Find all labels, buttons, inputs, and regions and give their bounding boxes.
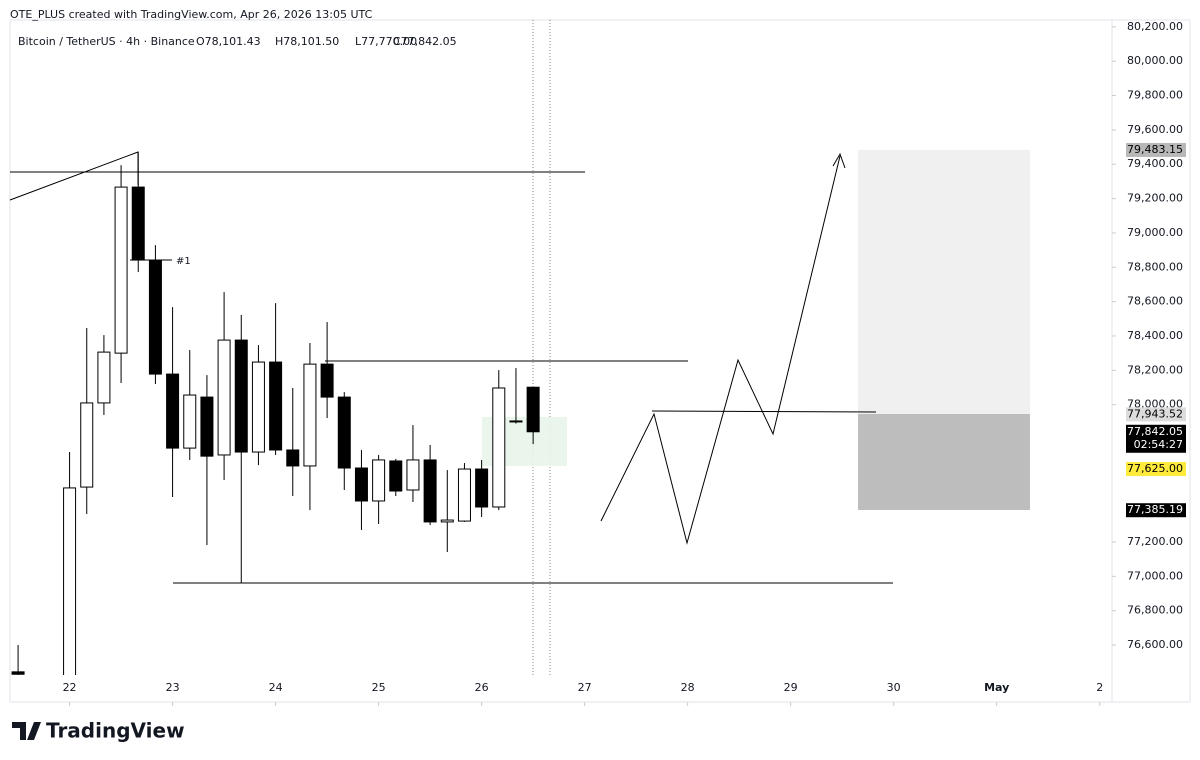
- x-tick-label: 23: [166, 681, 180, 694]
- y-tick-label: 79,000.00: [1127, 226, 1183, 239]
- countdown: 02:54:27: [1134, 438, 1183, 451]
- price-label-bg: [1126, 462, 1186, 477]
- x-tick-label: 30: [887, 681, 901, 694]
- price-label-bg: [1126, 424, 1186, 453]
- y-tick-label: 76,800.00: [1127, 604, 1183, 617]
- price-label: 79,483.15: [1127, 143, 1183, 156]
- ohlc-close: C77,842.05: [393, 35, 457, 48]
- candle-body: [200, 396, 214, 457]
- stop-box: [858, 414, 1030, 510]
- candle-body: [80, 402, 94, 488]
- y-tick-label: 76,600.00: [1127, 638, 1183, 651]
- projection-path: [600, 155, 841, 545]
- candle-body: [11, 671, 25, 675]
- candles: [11, 152, 540, 675]
- candle-body: [406, 459, 420, 491]
- y-tick-label: 78,400.00: [1127, 329, 1183, 342]
- candle-body: [234, 339, 248, 453]
- price-label-bg: [1126, 503, 1186, 518]
- y-tick-label: 79,600.00: [1127, 123, 1183, 136]
- candle-body: [251, 361, 265, 453]
- ohlc-high: H78,101.50: [275, 35, 339, 48]
- logo-text: TradingView: [46, 719, 185, 743]
- x-tick-label: 2: [1096, 681, 1103, 694]
- ohlc-open: O78,101.43: [196, 35, 261, 48]
- candle-body: [354, 467, 368, 502]
- candle-body: [97, 351, 111, 404]
- level-line: [651, 410, 877, 413]
- y-tick-label: 79,800.00: [1127, 89, 1183, 102]
- candle-body: [217, 339, 231, 456]
- candle-body: [423, 459, 437, 523]
- price-label: 77,385.19: [1127, 503, 1183, 516]
- x-tick-label: 22: [63, 681, 77, 694]
- x-tick-label: 25: [372, 681, 386, 694]
- x-tick-label: 26: [475, 681, 489, 694]
- y-tick-label: 79,200.00: [1127, 192, 1183, 205]
- x-tick-label: 28: [681, 681, 695, 694]
- candle-body: [131, 186, 145, 261]
- arrow-head: [832, 152, 846, 169]
- footer-logo: TradingView: [12, 719, 185, 743]
- candle-body: [286, 449, 300, 467]
- price-label: 77,943.52: [1127, 407, 1183, 420]
- candle-body: [372, 459, 386, 502]
- candle-body: [166, 373, 180, 449]
- x-tick-label: May: [984, 681, 1009, 694]
- candle-body: [114, 186, 128, 354]
- ohlc-low: L77,770.00: [355, 35, 417, 48]
- y-tick-label: 80,000.00: [1127, 54, 1183, 67]
- y-tick-label: 79,400.00: [1127, 157, 1183, 170]
- x-tick-label: 24: [269, 681, 283, 694]
- y-tick-label: 80,200.00: [1127, 20, 1183, 33]
- candle-body: [269, 361, 283, 451]
- candle-body: [526, 386, 540, 433]
- candle-body: [63, 487, 77, 675]
- target-box: [858, 150, 1030, 414]
- price-label: 77,625.00: [1127, 462, 1183, 475]
- x-tick-label: 29: [784, 681, 798, 694]
- y-tick-label: 77,000.00: [1127, 569, 1183, 582]
- drawing-label: #1: [176, 256, 191, 267]
- candle-body: [320, 363, 334, 398]
- price-label-bg: [1126, 407, 1186, 422]
- credit: OTE_PLUS created with TradingView.com, A…: [10, 8, 373, 21]
- logo-icon: [12, 722, 41, 740]
- drawings: [9, 20, 1030, 675]
- candle-body: [148, 259, 162, 375]
- y-tick-label: 78,600.00: [1127, 295, 1183, 308]
- candle-body: [509, 420, 523, 423]
- candle-body: [475, 468, 489, 508]
- y-tick-label: 78,800.00: [1127, 260, 1183, 273]
- price-label: 77,842.05: [1127, 425, 1183, 438]
- candle-body: [457, 468, 471, 522]
- y-tick-label: 78,200.00: [1127, 363, 1183, 376]
- x-tick-label: 27: [578, 681, 592, 694]
- candle-body: [183, 394, 197, 449]
- candle-body: [492, 387, 506, 508]
- y-tick-label: 77,200.00: [1127, 535, 1183, 548]
- candle-body: [303, 363, 317, 467]
- candle-body: [440, 519, 454, 523]
- candle-body: [337, 396, 351, 469]
- price-label-bg: [1126, 142, 1186, 157]
- symbol: Bitcoin / TetherUS · 4h · Binance: [18, 35, 195, 48]
- candle-body: [389, 460, 403, 492]
